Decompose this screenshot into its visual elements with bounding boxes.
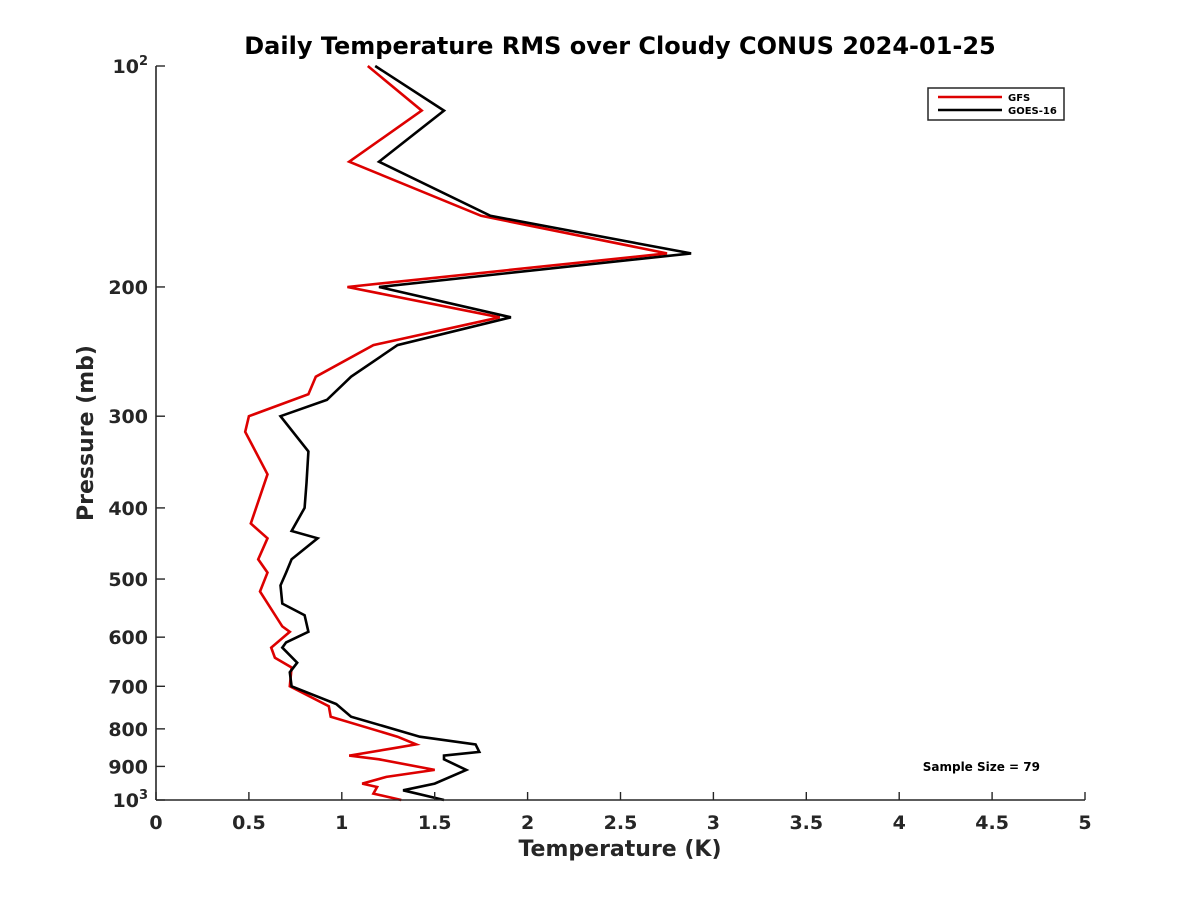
y-tick-label: 200 — [108, 277, 148, 299]
legend-label-gfs: GFS — [1008, 93, 1030, 104]
x-tick-label: 2 — [521, 812, 534, 834]
legend-label-goes16: GOES-16 — [1008, 106, 1057, 117]
x-tick-label: 3.5 — [789, 812, 823, 834]
x-axis-label: Temperature (K) — [518, 837, 721, 862]
chart-title: Daily Temperature RMS over Cloudy CONUS … — [244, 32, 996, 60]
y-tick-label: 700 — [108, 676, 148, 698]
legend-box — [927, 87, 1065, 121]
plot-area: 0 0.5 1 1.5 2 2.5 3 3.5 4 4.5 5 102 200 300 400 500 600… — [108, 54, 1091, 834]
sample-size-annotation: Sample Size = 79 — [923, 760, 1040, 774]
y-tick-label: 900 — [108, 756, 148, 778]
x-tick-label: 0 — [149, 812, 162, 834]
legend: GFS GOES-16 — [927, 87, 1065, 121]
x-tick-label: 0.5 — [232, 812, 266, 834]
series-line-gfs — [243, 64, 668, 802]
x-tick-label: 3 — [707, 812, 720, 834]
x-tick-label: 1.5 — [418, 812, 452, 834]
y-axis-label: Pressure (mb) — [74, 345, 99, 521]
y-tick-label: 600 — [108, 627, 148, 649]
series-line-goes16 — [278, 64, 692, 802]
y-tick-label: 103 — [113, 788, 149, 812]
y-tick-label: 500 — [108, 569, 148, 591]
x-tick-label: 5 — [1078, 812, 1091, 834]
y-ticks: 102 200 300 400 500 600 700 800 900 103 — [108, 54, 165, 812]
x-ticks: 0 0.5 1 1.5 2 2.5 3 3.5 4 4.5 5 — [149, 792, 1092, 834]
y-tick-label: 102 — [113, 54, 149, 78]
x-tick-label: 4 — [893, 812, 906, 834]
x-tick-label: 4.5 — [975, 812, 1009, 834]
y-tick-label: 300 — [108, 406, 148, 428]
x-tick-label: 1 — [335, 812, 348, 834]
y-tick-label: 400 — [108, 498, 148, 520]
x-tick-label: 2.5 — [604, 812, 638, 834]
series-layer — [243, 64, 692, 802]
y-tick-label: 800 — [108, 719, 148, 741]
